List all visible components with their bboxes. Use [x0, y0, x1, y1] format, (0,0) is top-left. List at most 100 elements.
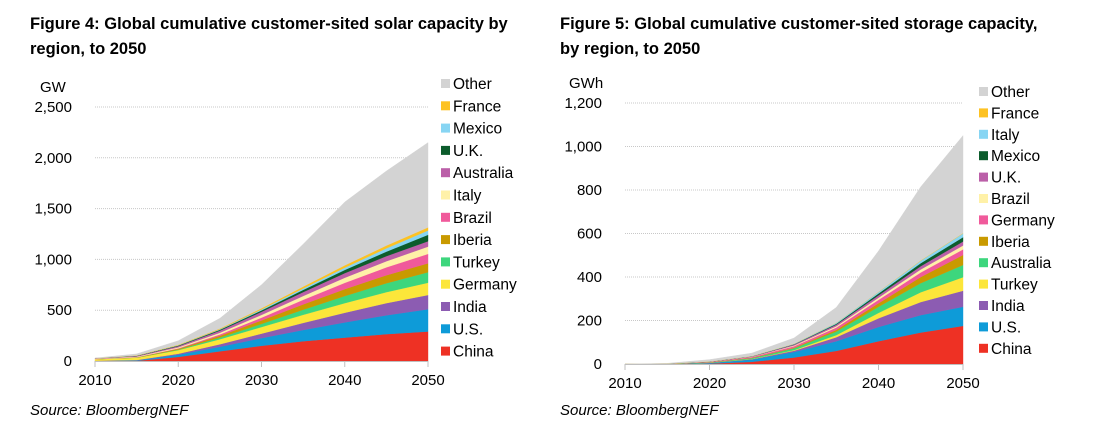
y-tick-label: 1,000 [564, 139, 602, 156]
x-tick-label: 2020 [693, 375, 726, 392]
legend-item: Italy [441, 188, 482, 205]
legend-swatch [979, 194, 988, 203]
legend: Other France Mexico U.K. Australia Italy Brazi… [441, 76, 517, 361]
legend-label: U.K. [991, 170, 1021, 187]
legend-item: India [979, 298, 1025, 315]
legend-item: Italy [979, 127, 1020, 144]
legend-swatch [441, 235, 450, 245]
legend-label: China [453, 344, 494, 361]
legend-swatch [979, 172, 988, 182]
legend-label: Mexico [453, 121, 502, 138]
legend-swatch [441, 79, 450, 88]
legend-item: France [979, 105, 1039, 122]
x-tick-label: 2040 [328, 372, 361, 389]
legend-swatch [979, 87, 988, 96]
legend-label: Germany [453, 277, 517, 294]
legend-swatch [979, 343, 988, 353]
source-note: Source: BloombergNEF [30, 402, 189, 419]
y-tick-label: 500 [47, 302, 72, 319]
stacked-areas [94, 142, 429, 362]
legend-label: India [453, 299, 487, 316]
legend-item: Turkey [979, 277, 1038, 294]
legend-item: U.S. [441, 321, 483, 338]
legend-item: U.K. [441, 143, 483, 160]
stacked-areas [624, 135, 964, 365]
legend-item: Australia [441, 165, 514, 182]
legend-swatch [441, 324, 450, 334]
legend-label: Australia [991, 255, 1052, 272]
legend-item: Brazil [441, 210, 492, 227]
area-other [94, 142, 429, 359]
y-tick-label: 600 [577, 226, 602, 243]
x-tick-label: 2050 [411, 372, 444, 389]
solar-capacity-chart: 0 500 1,000 1,500 2,000 2,500 GW 2010 2020 2030 20… [34, 76, 517, 389]
legend-label: Australia [453, 165, 514, 182]
legend-swatch [441, 257, 450, 267]
y-tick-label: 1,200 [564, 95, 602, 112]
legend-swatch [441, 302, 450, 311]
legend-item: Australia [979, 255, 1052, 272]
legend-label: China [991, 341, 1032, 358]
y-axis-unit: GW [40, 79, 67, 96]
y-tick-label: 1,000 [34, 251, 72, 268]
figure-5: Figure 5: Global cumulative customer-sit… [545, 0, 1095, 434]
legend-item: U.S. [979, 319, 1021, 336]
legend-item: Iberia [441, 232, 492, 249]
legend: Other France Italy Mexico U.K. Brazil Germany I… [979, 84, 1055, 358]
x-tick-label: 2010 [78, 372, 111, 389]
legend-item: Other [441, 76, 492, 93]
legend-item: China [441, 344, 494, 361]
legend-label: Other [453, 76, 492, 93]
y-tick-label: 400 [577, 269, 602, 286]
legend-label: U.K. [453, 143, 483, 160]
legend-swatch [441, 190, 450, 200]
legend-item: Iberia [979, 234, 1030, 251]
legend-label: U.S. [991, 319, 1021, 336]
legend-swatch [441, 145, 450, 155]
y-tick-label: 2,000 [34, 150, 72, 167]
legend-swatch [979, 215, 988, 225]
y-tick-label: 0 [64, 353, 72, 370]
legend-swatch [979, 279, 988, 289]
legend-item: Other [979, 84, 1030, 101]
y-axis-unit: GWh [569, 75, 603, 92]
legend-swatch [441, 346, 450, 356]
legend-swatch [441, 212, 450, 222]
legend-item: France [441, 98, 501, 115]
legend-item: Germany [979, 212, 1055, 229]
figure-title: Figure 4: Global cumulative customer-sit… [30, 15, 508, 58]
legend-label: Other [991, 84, 1030, 101]
legend-item: India [441, 299, 487, 316]
figure-title: Figure 5: Global cumulative customer-sit… [560, 15, 1038, 58]
y-tick-label: 800 [577, 182, 602, 199]
legend-item: U.K. [979, 170, 1021, 187]
legend-item: Turkey [441, 254, 500, 271]
source-note: Source: BloombergNEF [560, 402, 719, 419]
x-tick-label: 2010 [608, 375, 641, 392]
legend-swatch [979, 301, 988, 310]
legend-label: U.S. [453, 321, 483, 338]
legend-label: Brazil [453, 210, 492, 227]
x-tick-label: 2030 [245, 372, 278, 389]
legend-item: China [979, 341, 1032, 358]
legend-label: Iberia [991, 234, 1030, 251]
legend-label: Italy [991, 127, 1020, 144]
figure-4: Figure 4: Global cumulative customer-sit… [0, 0, 545, 434]
x-tick-label: 2050 [946, 375, 979, 392]
legend-swatch [979, 151, 988, 161]
legend-item: Mexico [441, 121, 502, 138]
legend-label: France [991, 105, 1039, 122]
legend-swatch [979, 258, 988, 268]
legend-item: Germany [441, 277, 517, 294]
x-tick-label: 2030 [777, 375, 810, 392]
y-tick-label: 0 [594, 356, 602, 373]
y-tick-label: 200 [577, 313, 602, 330]
legend-label: Germany [991, 212, 1055, 229]
legend-swatch [441, 101, 450, 111]
legend-label: France [453, 98, 501, 115]
x-tick-label: 2040 [862, 375, 895, 392]
area-other [624, 135, 964, 365]
legend-label: Brazil [991, 191, 1030, 208]
legend-swatch [979, 108, 988, 118]
legend-label: Mexico [991, 148, 1040, 165]
